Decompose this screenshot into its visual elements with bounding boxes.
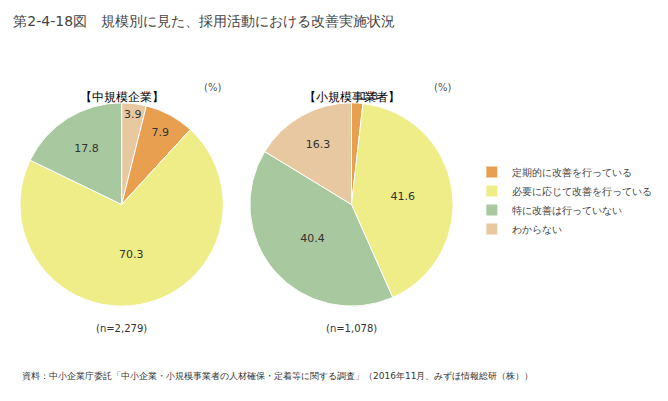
svg-text:17.8: 17.8 (74, 142, 99, 155)
svg-text:【中規模企業】: 【中規模企業】 (80, 90, 164, 104)
svg-text:1.8: 1.8 (360, 90, 378, 103)
svg-text:70.3: 70.3 (119, 248, 144, 261)
svg-text:41.6: 41.6 (390, 190, 415, 203)
svg-text:40.4: 40.4 (300, 232, 325, 245)
svg-text:3.9: 3.9 (124, 108, 142, 121)
svg-text:定期的に改善を行っている: 定期的に改善を行っている (512, 167, 632, 178)
svg-text:資料：中小企業庁委託「中小企業・小規模事業者の人材確保・定着: 資料：中小企業庁委託「中小企業・小規模事業者の人材確保・定着等に関する調査」（2… (22, 371, 533, 381)
svg-text:特に改善は行っていない: 特に改善は行っていない (512, 205, 622, 216)
svg-text:(n=2,279): (n=2,279) (96, 323, 147, 334)
svg-text:(n=1,078): (n=1,078) (326, 323, 377, 334)
svg-text:必要に応じて改善を行っている: 必要に応じて改善を行っている (512, 186, 652, 197)
svg-text:(%): (%) (434, 82, 451, 93)
svg-text:【小規模事業者】: 【小規模事業者】 (304, 90, 400, 104)
svg-text:わからない: わからない (512, 224, 562, 235)
svg-text:16.3: 16.3 (306, 138, 331, 151)
svg-text:(%): (%) (204, 82, 221, 93)
svg-text:7.9: 7.9 (152, 126, 170, 139)
svg-text:第2-4-18図 規模別に見た、採用活動における改善実施状況: 第2-4-18図 規模別に見た、採用活動における改善実施状況 (13, 13, 395, 29)
